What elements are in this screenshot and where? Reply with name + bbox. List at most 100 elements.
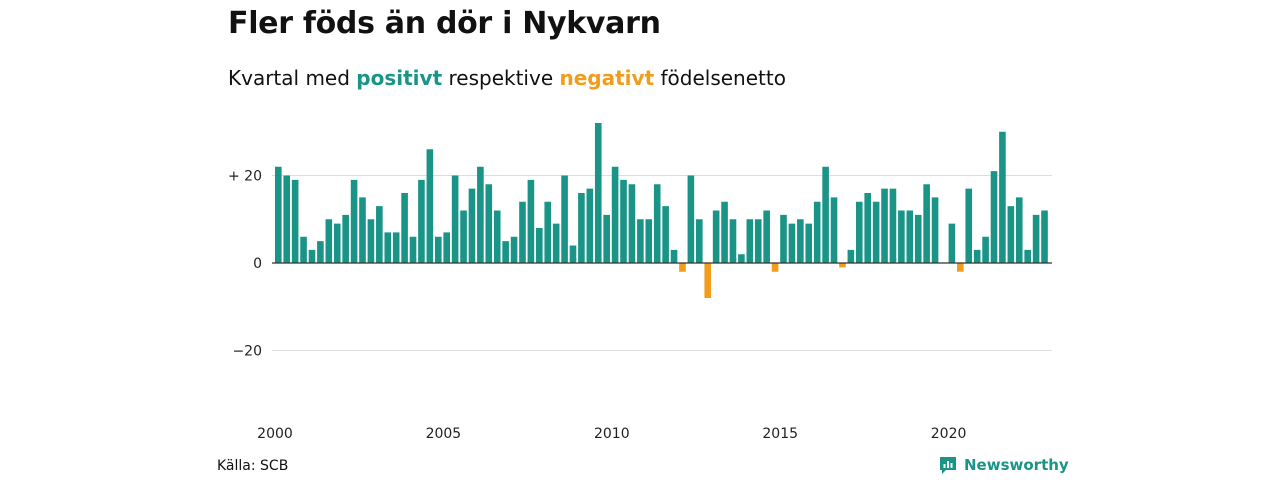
bar: [763, 210, 770, 263]
bar: [333, 223, 341, 264]
x-tick-label: 2000: [257, 426, 293, 442]
bar: [426, 149, 434, 263]
bar: [594, 123, 602, 263]
bar: [392, 232, 400, 264]
bar: [620, 179, 627, 264]
bar: [552, 223, 560, 264]
bar: [898, 210, 905, 263]
bar: [1041, 210, 1048, 263]
subtitle-prefix: Kvartal med: [228, 66, 350, 90]
subtitle-suffix: födelsenetto: [660, 66, 786, 90]
bar: [839, 263, 846, 268]
bar: [443, 232, 450, 264]
x-tick-label: 2010: [594, 426, 630, 442]
bar: [409, 236, 417, 263]
bar: [847, 249, 855, 264]
bar: [603, 214, 610, 264]
subtitle-middle: respektive: [448, 66, 554, 90]
bar: [350, 179, 358, 264]
bar: [611, 166, 619, 263]
bar: [704, 263, 712, 298]
bar: [771, 263, 779, 272]
bar: [864, 193, 871, 263]
bar: [536, 228, 543, 263]
bar: [780, 214, 787, 264]
bar: [519, 201, 526, 263]
newsworthy-logo: Newsworthy: [938, 455, 1069, 475]
bar: [670, 249, 678, 264]
chart-title: Fler föds än dör i Nykvarn: [228, 6, 661, 41]
bar: [931, 197, 939, 264]
bar: [317, 241, 324, 264]
subtitle-negative: negativt: [559, 66, 655, 90]
bar: [729, 219, 737, 263]
bar: [291, 179, 299, 264]
x-tick-label: 2005: [426, 426, 462, 442]
bar: [586, 188, 594, 264]
bar: [881, 188, 888, 264]
bar: [275, 166, 282, 263]
bar: [434, 236, 442, 263]
bar: [788, 223, 796, 264]
bar: [451, 175, 459, 263]
bar: [418, 179, 425, 264]
bar: [493, 210, 501, 263]
bar: [1015, 197, 1023, 264]
bar: [308, 249, 316, 264]
bar: [738, 254, 745, 263]
bar: [325, 219, 333, 263]
chart-subtitle: Kvartal med positivt respektive negativt…: [228, 66, 786, 90]
bar: [561, 175, 568, 263]
bar: [872, 201, 880, 263]
bar: [889, 188, 897, 264]
bar: [653, 184, 661, 263]
bar: [855, 201, 863, 263]
bar: [999, 131, 1006, 263]
bar: [544, 201, 552, 263]
bar: [662, 206, 669, 264]
bar: [712, 210, 720, 263]
bar: [965, 188, 973, 264]
bar: [721, 201, 728, 263]
bar: [468, 188, 476, 264]
bar: [645, 219, 653, 263]
bar: [1007, 206, 1015, 264]
bar: [510, 236, 518, 263]
bar: [527, 179, 535, 264]
brand-name: Newsworthy: [964, 456, 1069, 474]
bar: [982, 236, 989, 263]
bar: [485, 184, 493, 263]
bar: [746, 219, 754, 263]
bar: [359, 197, 366, 264]
bar: [460, 210, 467, 263]
bar: [822, 166, 829, 263]
bar: [948, 223, 956, 264]
bar: [797, 219, 804, 263]
bar: [628, 184, 636, 263]
bar: [687, 175, 695, 263]
y-tick-label: 0: [253, 256, 262, 272]
bar: [957, 263, 964, 272]
bar: [754, 219, 762, 263]
bar: [342, 214, 349, 264]
bar: [384, 232, 392, 264]
bar: [300, 236, 307, 263]
bar: [990, 171, 998, 264]
bar: [813, 201, 821, 263]
bar: [696, 219, 703, 263]
bar: [637, 219, 644, 263]
bar: [1032, 214, 1040, 264]
bar: [367, 219, 375, 263]
bar: [376, 206, 383, 264]
bar: [906, 210, 914, 263]
bar: [477, 166, 484, 263]
bar: [679, 263, 686, 272]
bar: [830, 197, 838, 264]
bar: [569, 245, 577, 263]
x-tick-label: 2015: [762, 426, 798, 442]
bar: [401, 193, 408, 263]
bar: [1024, 249, 1031, 264]
bar: [805, 223, 813, 264]
source-note: Källa: SCB: [217, 458, 289, 474]
